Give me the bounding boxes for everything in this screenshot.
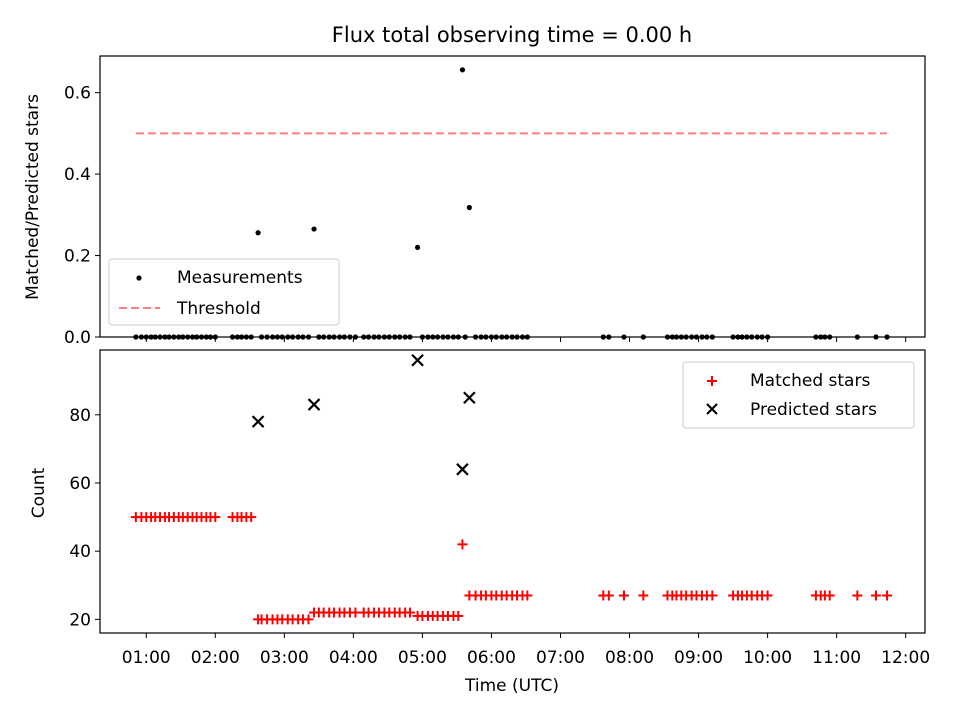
predicted-legend-marker <box>706 403 718 415</box>
matched-star-point <box>404 607 415 618</box>
predicted-star-point <box>411 353 424 367</box>
x-tick-label: 07:00 <box>536 648 585 668</box>
bottom-y-axis-label: Count <box>29 467 49 518</box>
bottom-y-tick-label: 80 <box>69 406 91 426</box>
matched-star-point <box>762 590 773 601</box>
matched-star-point <box>882 590 893 601</box>
bottom-y-ticks: 20 40 60 80 <box>69 406 100 630</box>
bottom-y-tick-label: 20 <box>69 610 91 630</box>
matched-star-point <box>246 512 257 523</box>
bottom-panel: Count 20 40 60 80 01:00 02:00 03:00 04:00 05:00… <box>29 349 930 696</box>
predicted-star-point <box>463 391 476 405</box>
bottom-plot-marks <box>130 353 893 625</box>
x-tick-label: 08:00 <box>605 648 654 668</box>
predicted-legend-label: Predicted stars <box>750 400 877 420</box>
x-tick-label: 06:00 <box>467 648 516 668</box>
measurements-legend-label: Measurements <box>177 268 303 288</box>
matched-star-point <box>707 590 718 601</box>
bottom-legend-frame <box>682 361 915 429</box>
top-panel: Flux total observing time = 0.00 h Match… <box>23 23 926 348</box>
top-y-ticks: 0.0 0.2 0.4 0.6 <box>64 84 907 348</box>
x-tick-label: 05:00 <box>398 648 447 668</box>
matched-star-point <box>453 610 464 621</box>
x-tick-label: 01:00 <box>122 648 171 668</box>
x-axis-label: Time (UTC) <box>464 676 559 696</box>
top-legend: Measurements Threshold <box>108 258 340 326</box>
measurement-point <box>466 204 472 211</box>
predicted-star-point <box>251 415 265 428</box>
bottom-legend: Matched stars Predicted stars <box>682 361 915 429</box>
top-axes-frame <box>99 55 926 338</box>
x-tick-label: 12:00 <box>881 648 930 668</box>
matched-legend-marker <box>707 376 717 386</box>
top-y-tick-label: 0.0 <box>64 328 91 348</box>
measurement-point <box>311 226 317 232</box>
matched-star-point <box>870 590 881 601</box>
x-tick-label: 03:00 <box>260 648 309 668</box>
matched-star-point <box>522 590 533 601</box>
bottom-y-tick-label: 60 <box>69 474 91 494</box>
x-ticks: 01:00 02:00 03:00 04:00 05:00 06:00 07:00 08:00… <box>122 633 930 668</box>
bottom-axes-frame <box>99 349 926 634</box>
x-tick-label: 09:00 <box>674 648 723 668</box>
chart-title: Flux total observing time = 0.00 h <box>332 23 692 47</box>
matched-star-point <box>638 590 649 601</box>
matched-star-point <box>618 590 629 601</box>
matched-star-point <box>824 590 835 601</box>
threshold-legend-label: Threshold <box>176 299 261 319</box>
x-tick-label: 04:00 <box>329 648 378 668</box>
matched-star-point <box>210 512 221 523</box>
top-y-tick-label: 0.2 <box>64 247 91 267</box>
measurement-point <box>459 67 466 73</box>
measurement-point <box>414 244 421 251</box>
top-legend-frame <box>108 258 340 326</box>
measurement-point <box>255 230 261 236</box>
top-y-tick-label: 0.6 <box>64 84 91 104</box>
predicted-star-point <box>307 398 321 411</box>
top-y-tick-label: 0.4 <box>64 165 91 185</box>
matched-legend-label: Matched stars <box>750 371 870 391</box>
matched-star-point <box>603 590 614 601</box>
matched-star-point <box>303 614 314 625</box>
x-tick-label: 02:00 <box>191 648 240 668</box>
matched-star-point <box>457 539 468 550</box>
x-tick-label: 10:00 <box>743 648 792 668</box>
predicted-star-point <box>456 463 469 476</box>
top-y-axis-label: Matched/Predicted stars <box>23 94 43 300</box>
bottom-y-tick-label: 40 <box>69 542 91 562</box>
measurements-legend-marker <box>136 275 142 281</box>
matched-star-point <box>852 590 863 601</box>
x-tick-label: 11:00 <box>812 648 861 668</box>
